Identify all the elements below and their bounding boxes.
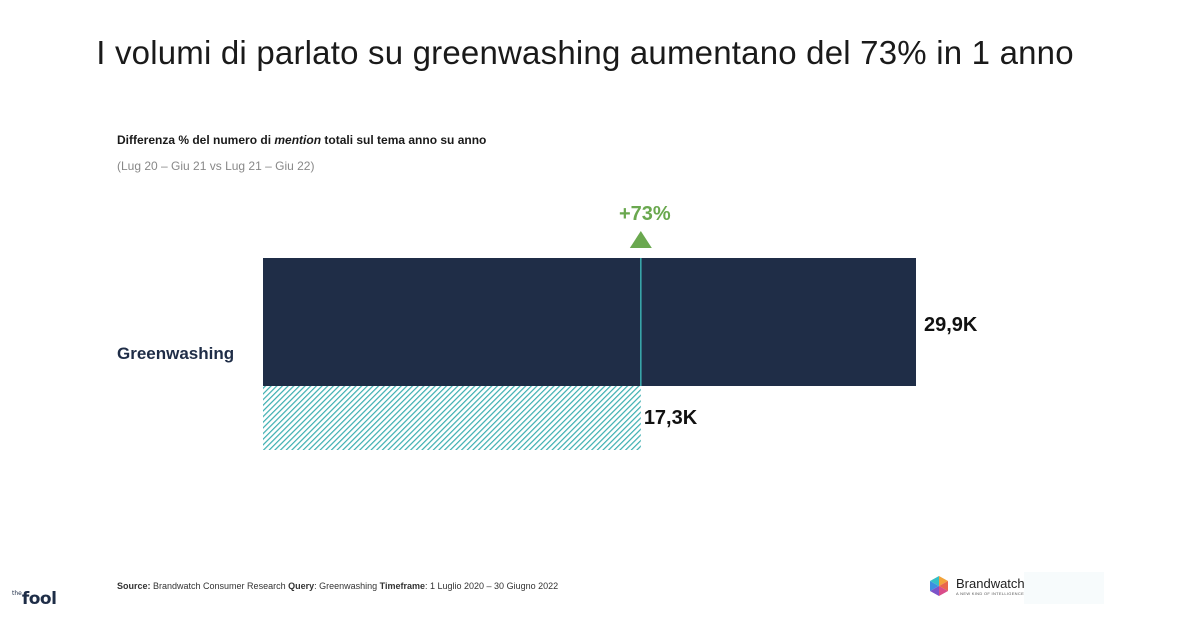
brandwatch-name: Brandwatch [956,575,1025,591]
value-label-current: 29,9K [924,314,978,336]
brandwatch-hexagon-icon [930,576,948,596]
fool-logo-word: fool [21,589,57,609]
source-note: Source: Brandwatch Consumer Research Que… [117,581,558,591]
subtitle-text-post: totali sul tema anno su anno [321,133,487,147]
value-label-previous: 17,3K [644,407,698,429]
subtitle-text-pre: Differenza % del numero di [117,133,275,147]
logo-placeholder [1024,572,1104,604]
subtitle-text-em: mention [274,133,322,147]
query-value: : Greenwashing [314,581,380,591]
page-title: I volumi di parlato su greenwashing aume… [96,34,1074,71]
category-label: Greenwashing [117,344,234,363]
bar-current-year [263,258,916,386]
query-label: Query [288,581,315,591]
fool-logo-the: the [12,590,22,597]
increase-arrow-icon [629,231,652,248]
chart-period: (Lug 20 – Giu 21 vs Lug 21 – Giu 22) [117,159,315,173]
brandwatch-tagline: A NEW KIND OF INTELLIGENCE [956,590,1025,596]
chart-subtitle: Differenza % del numero di mention total… [117,133,486,147]
timeframe-label: Timeframe [379,581,425,591]
bar-previous-year [263,386,641,450]
timeframe-value: : 1 Luglio 2020 – 30 Giugno 2022 [425,581,559,591]
the-fool-logo: thefool [12,589,57,609]
source-label: Source: [117,581,151,591]
source-value: Brandwatch Consumer Research [150,581,289,591]
growth-annotation: +73% [619,203,671,225]
brandwatch-logo: Brandwatch A NEW KIND OF INTELLIGENCE [928,575,1025,597]
